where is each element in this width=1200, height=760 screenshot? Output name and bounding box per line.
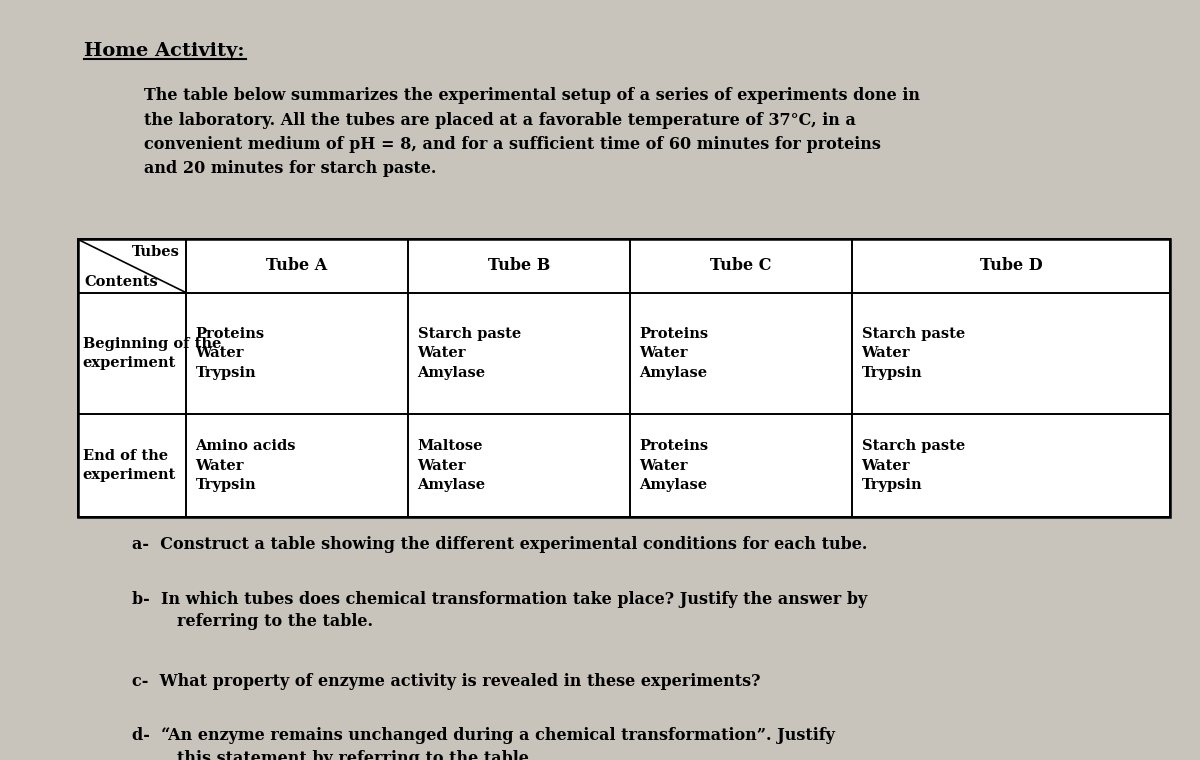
Text: Amino acids
Water
Trypsin: Amino acids Water Trypsin	[196, 439, 296, 492]
Text: Starch paste
Water
Trypsin: Starch paste Water Trypsin	[862, 439, 965, 492]
Text: Beginning of the
experiment: Beginning of the experiment	[83, 337, 221, 369]
Text: c-  What property of enzyme activity is revealed in these experiments?: c- What property of enzyme activity is r…	[132, 673, 761, 689]
Text: Home Activity:: Home Activity:	[84, 42, 245, 60]
Text: Proteins
Water
Trypsin: Proteins Water Trypsin	[196, 327, 265, 380]
Text: a-  Construct a table showing the different experimental conditions for each tub: a- Construct a table showing the differe…	[132, 536, 868, 553]
Text: b-  In which tubes does chemical transformation take place? Justify the answer b: b- In which tubes does chemical transfor…	[132, 591, 868, 630]
Text: Proteins
Water
Amylase: Proteins Water Amylase	[640, 327, 709, 380]
Text: Maltose
Water
Amylase: Maltose Water Amylase	[418, 439, 486, 492]
Text: Tubes: Tubes	[132, 245, 180, 259]
Text: Tube D: Tube D	[979, 258, 1043, 274]
Text: Proteins
Water
Amylase: Proteins Water Amylase	[640, 439, 709, 492]
Text: Tube A: Tube A	[266, 258, 328, 274]
Text: Starch paste
Water
Amylase: Starch paste Water Amylase	[418, 327, 521, 380]
Text: Tube C: Tube C	[710, 258, 772, 274]
Text: d-  “An enzyme remains unchanged during a chemical transformation”. Justify
    : d- “An enzyme remains unchanged during a…	[132, 727, 835, 760]
Text: Tube B: Tube B	[488, 258, 550, 274]
Text: The table below summarizes the experimental setup of a series of experiments don: The table below summarizes the experimen…	[144, 87, 920, 177]
Text: Starch paste
Water
Trypsin: Starch paste Water Trypsin	[862, 327, 965, 380]
Text: Contents: Contents	[84, 275, 157, 289]
Text: End of the
experiment: End of the experiment	[83, 449, 176, 482]
